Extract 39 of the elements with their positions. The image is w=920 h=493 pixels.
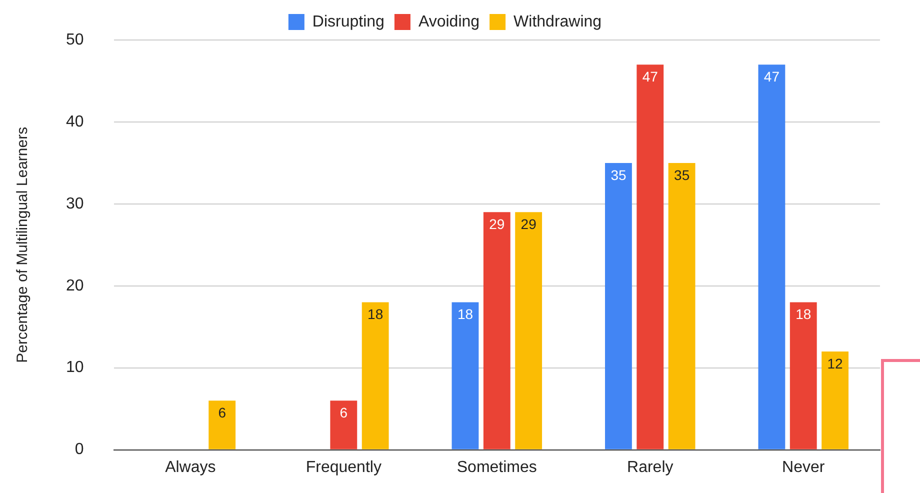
data-label: 6 — [218, 404, 226, 420]
y-tick-label: 50 — [66, 31, 84, 48]
data-label: 29 — [520, 216, 537, 232]
bar — [362, 302, 389, 450]
y-axis-title: Percentage of Multilingual Learners — [14, 126, 32, 363]
x-tick-label: Frequently — [306, 458, 382, 476]
data-label: 47 — [642, 68, 658, 84]
data-label: 12 — [827, 355, 844, 372]
bar — [605, 162, 632, 450]
bar — [668, 162, 696, 450]
bar — [636, 64, 664, 450]
legend-label: Disrupting — [312, 13, 384, 30]
bar — [483, 212, 510, 450]
bar — [758, 64, 786, 450]
y-tick-label: 20 — [66, 277, 84, 294]
y-tick-label: 10 — [66, 359, 84, 376]
x-tick-label: Always — [165, 458, 216, 476]
bar — [208, 400, 236, 450]
x-tick-label: Never — [782, 458, 826, 476]
y-tick-label: 40 — [66, 113, 84, 130]
data-label: 18 — [368, 306, 384, 322]
x-tick-label: Sometimes — [456, 458, 537, 476]
legend-label: Avoiding — [418, 13, 480, 30]
data-label: 6 — [340, 404, 348, 420]
bar — [790, 302, 817, 450]
legend-label: Withdrawing — [514, 13, 602, 30]
bar — [515, 212, 542, 450]
data-label: 18 — [796, 306, 812, 322]
bar — [452, 302, 479, 450]
data-label: 35 — [674, 166, 690, 183]
y-tick-label: 30 — [66, 195, 84, 212]
data-label: 35 — [610, 166, 626, 183]
bar — [330, 400, 358, 450]
data-label: 47 — [764, 68, 780, 84]
data-label: 29 — [489, 216, 505, 232]
bar — [822, 351, 849, 450]
x-tick-label: Rarely — [627, 458, 674, 476]
data-label: 18 — [457, 306, 474, 322]
y-tick-label: 0 — [74, 441, 84, 458]
